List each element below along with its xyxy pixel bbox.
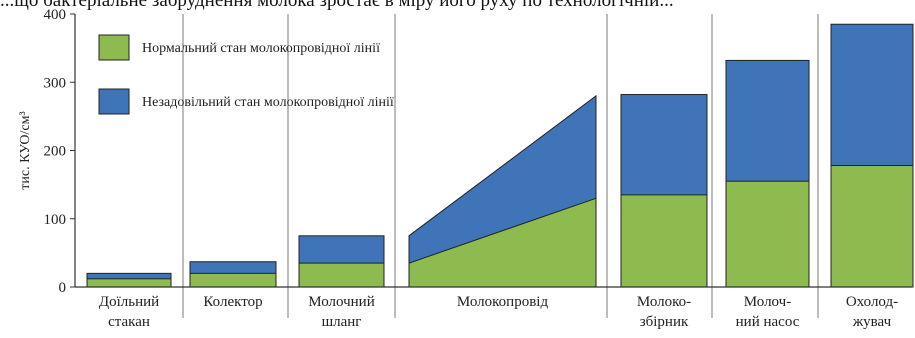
y-tick-label: 200 xyxy=(44,144,67,160)
legend-swatch xyxy=(98,34,130,61)
category-label: Молоко- xyxy=(637,294,691,310)
top-caption: ...що бактеріальне забруднення молока зр… xyxy=(0,0,674,11)
category-label: ний насос xyxy=(736,314,800,330)
bar-normal-0 xyxy=(86,278,172,288)
bar-normal-2 xyxy=(298,262,385,288)
axes: 0 100 200 300 400 тис. КУО/см³ xyxy=(18,7,912,296)
category-separators xyxy=(182,14,819,318)
y-tick-label: 400 xyxy=(44,7,67,23)
category-label: Доїльний xyxy=(99,294,159,310)
category-label: збірник xyxy=(640,314,689,330)
legend: Нормальний стан молокопровідної лінії Нез… xyxy=(98,34,394,115)
bar-normal-6 xyxy=(830,165,914,288)
category-label: Охолод- xyxy=(846,294,898,310)
bar-normal-1 xyxy=(189,272,277,288)
category-label: Молокопровід xyxy=(457,294,549,310)
y-tick-label: 0 xyxy=(59,280,67,296)
bars xyxy=(86,23,914,288)
legend-swatch xyxy=(98,88,130,115)
y-tick-label: 300 xyxy=(44,75,67,91)
category-label: Молочний xyxy=(308,294,375,310)
y-tick-label: 100 xyxy=(44,212,67,228)
category-labels: Доїльний стакан Колектор Молочний шланг Молок… xyxy=(99,294,898,330)
category-label: Молоч- xyxy=(744,294,791,310)
category-label: Колектор xyxy=(203,294,262,310)
y-axis-title: тис. КУО/см³ xyxy=(18,111,33,189)
category-label: жувач xyxy=(852,314,892,330)
legend-label: Нормальний стан молокопровідної лінії xyxy=(142,41,380,56)
bar-normal-5 xyxy=(725,180,810,288)
bar-normal-4 xyxy=(620,194,708,288)
category-label: стакан xyxy=(108,314,150,330)
category-label: шланг xyxy=(322,314,362,330)
legend-label: Незадовільний стан молокопровідної лінії xyxy=(142,95,394,110)
